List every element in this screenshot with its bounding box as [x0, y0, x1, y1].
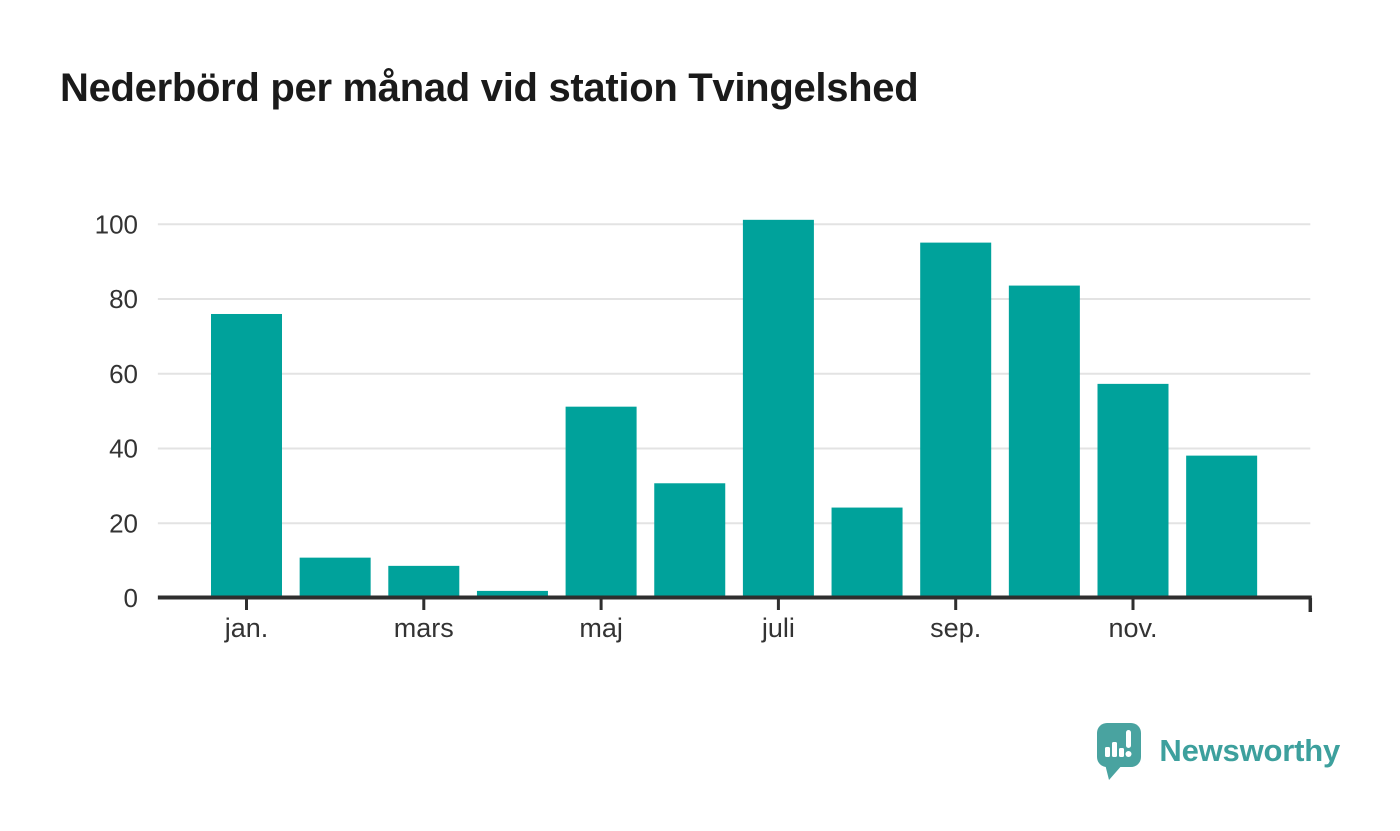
- logo-bar-3: [1119, 748, 1125, 757]
- y-tick-label-0: 0: [124, 583, 138, 613]
- x-tick-label-sep: sep.: [930, 613, 981, 643]
- y-tick-label-80: 80: [109, 284, 138, 314]
- x-tick-label-jan: jan.: [224, 613, 269, 643]
- newsworthy-speech-bubble-bar-chart-icon: [1097, 723, 1142, 780]
- newsworthy-brand-name: Newsworthy: [1159, 733, 1340, 768]
- x-tick-label-juli: juli: [761, 613, 795, 643]
- bar-juli: [742, 219, 814, 598]
- y-tick-label-40: 40: [109, 434, 138, 464]
- x-tick-label-mars: mars: [394, 613, 454, 643]
- y-tick-label-100: 100: [95, 209, 138, 239]
- bar-juni: [654, 483, 726, 598]
- bar-okt: [1008, 285, 1080, 598]
- bar-nov: [1097, 383, 1169, 598]
- logo-bar-1: [1105, 747, 1111, 757]
- bar-dec: [1186, 455, 1258, 598]
- logo-exclamation-stem: [1126, 730, 1132, 748]
- logo-exclamation-dot: [1125, 751, 1132, 757]
- bar-april: [476, 590, 548, 598]
- y-tick-label-60: 60: [109, 359, 138, 389]
- bar-sep: [920, 242, 992, 598]
- bar-feb: [299, 557, 371, 598]
- x-tick-label-maj: maj: [579, 613, 623, 643]
- bar-mars: [388, 565, 460, 598]
- newsworthy-logo: Newsworthy: [1092, 721, 1340, 781]
- y-tick-label-20: 20: [109, 508, 138, 538]
- logo-bar-2: [1112, 742, 1118, 757]
- chart-title: Nederbörd per månad vid station Tvingels…: [60, 66, 919, 110]
- bar-chart: 0 20 40 60 80 100 jan. mars maj juli sep. nov.: [95, 209, 1313, 643]
- x-tick-label-nov: nov.: [1108, 613, 1157, 643]
- bar-jan: [211, 313, 282, 598]
- bar-maj: [565, 406, 637, 598]
- speech-bubble-tail: [1105, 764, 1124, 780]
- bar-aug: [831, 507, 903, 598]
